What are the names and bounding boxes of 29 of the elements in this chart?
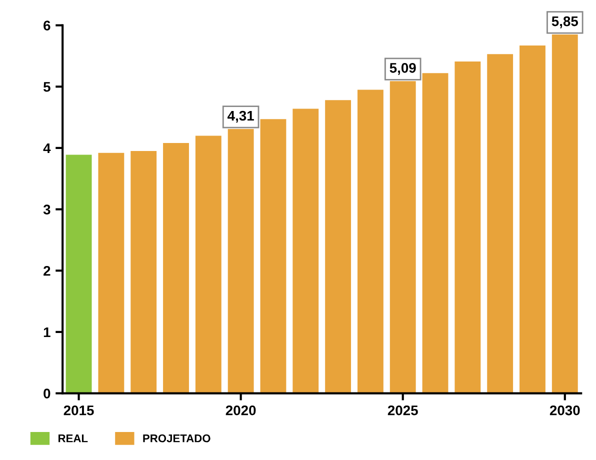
y-tick-label: 5: [43, 82, 50, 92]
bar: [422, 73, 448, 394]
bar: [98, 152, 124, 394]
data-label: 5,09: [390, 62, 416, 75]
legend-label: REAL: [58, 434, 88, 442]
y-tick-label: 1: [44, 327, 50, 337]
bar: [130, 151, 157, 394]
bar: [454, 61, 481, 394]
x-tick-label: 2015: [64, 405, 94, 416]
y-tick-label: 2: [44, 266, 50, 276]
y-tick-label: 3: [43, 204, 50, 214]
bar: [195, 136, 222, 394]
y-tick-label: 4: [43, 143, 51, 153]
bar: [292, 108, 319, 394]
y-tick-label: 6: [44, 20, 50, 30]
legend-label: PROJETADO: [143, 434, 210, 442]
bar: [520, 46, 546, 394]
bar: [325, 100, 352, 394]
x-tick-label: 2020: [226, 405, 256, 416]
bar: [66, 154, 92, 394]
bar: [487, 54, 514, 394]
data-label: 4,31: [228, 110, 254, 123]
y-tick-label: 0: [44, 388, 50, 398]
bar: [260, 119, 286, 394]
data-label: 5,85: [552, 16, 578, 28]
bar: [357, 90, 384, 394]
x-tick-label: 2025: [388, 405, 418, 416]
bar: [163, 143, 189, 394]
x-tick-label: 2030: [550, 405, 580, 416]
